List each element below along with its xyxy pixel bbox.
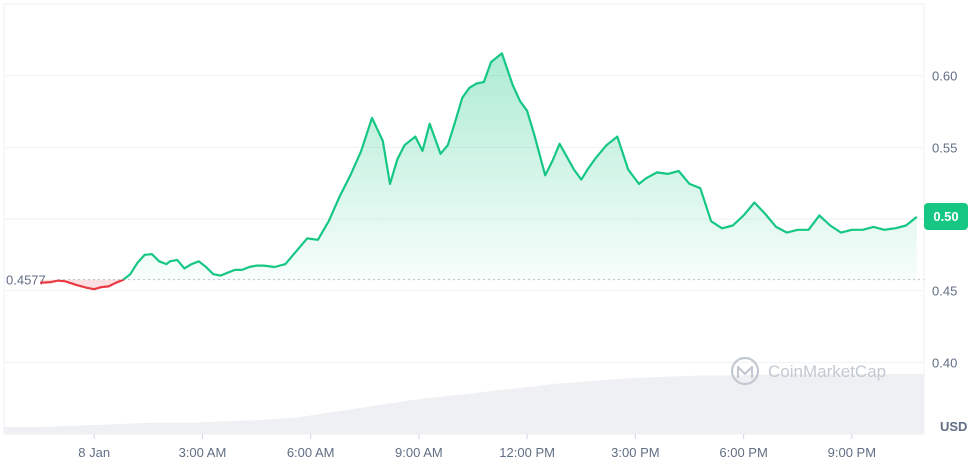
volume-area [4, 374, 924, 434]
y-unit-label: USD [940, 419, 967, 434]
reference-line-group: 0.4577 [6, 273, 924, 288]
coinmarketcap-logo-mark [736, 365, 754, 379]
current-price-badge: 0.50 [924, 203, 968, 230]
current-price-label: 0.50 [933, 209, 958, 224]
x-tick-label: 8 Jan [78, 445, 110, 460]
x-tick-label: 6:00 AM [287, 445, 335, 460]
y-tick-label: 0.45 [932, 284, 957, 299]
x-tick-label: 3:00 AM [179, 445, 227, 460]
x-tick-label: 12:00 PM [499, 445, 555, 460]
y-tick-label: 0.40 [932, 355, 957, 370]
x-tick-label: 6:00 PM [719, 445, 767, 460]
watermark: CoinMarketCap [730, 356, 886, 386]
y-tick-label: 0.60 [932, 69, 957, 84]
volume-shape [4, 374, 924, 434]
coinmarketcap-logo-icon [730, 356, 760, 386]
price-line-group [40, 52, 918, 291]
current-price-badge-bg [924, 203, 968, 230]
x-tick-label: 9:00 PM [828, 445, 876, 460]
price-area [40, 53, 917, 290]
reference-price-label: 0.4577 [6, 273, 46, 288]
x-axis: 8 Jan 3:00 AM 6:00 AM 9:00 AM 12:00 PM 3:00 P… [78, 434, 876, 460]
area-above-reference [40, 53, 917, 280]
x-tick-label: 3:00 PM [611, 445, 659, 460]
y-tick-label: 0.55 [932, 140, 957, 155]
watermark-text: CoinMarketCap [768, 362, 886, 381]
price-line-up [57, 52, 918, 280]
x-tick-label: 9:00 AM [395, 445, 443, 460]
